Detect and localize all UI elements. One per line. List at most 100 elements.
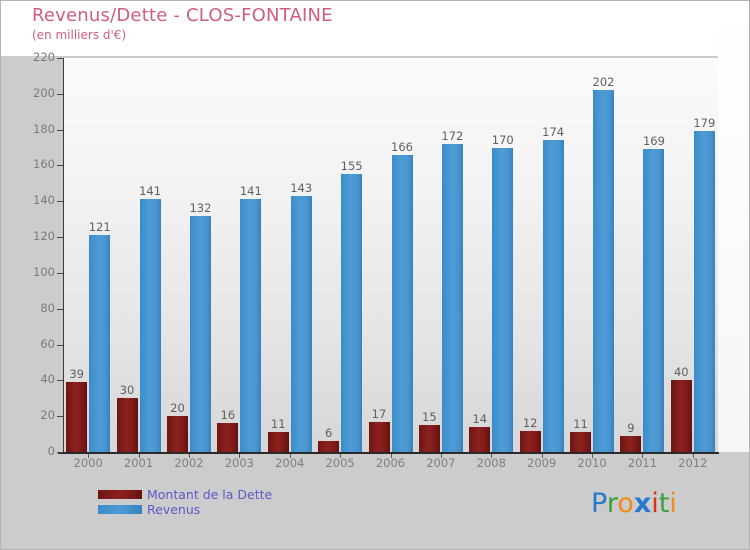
y-axis-tick — [57, 93, 63, 95]
y-axis-label: 140 — [33, 193, 55, 208]
y-axis-label: 200 — [33, 85, 55, 100]
x-axis-label-2011: 2011 — [627, 456, 658, 470]
bar-value-label: 155 — [340, 159, 363, 174]
x-axis-label-2012: 2012 — [678, 456, 708, 470]
bar-revenus-2006[interactable] — [391, 154, 413, 452]
y-axis-label: 0 — [47, 444, 55, 458]
y-axis-tick — [57, 344, 63, 346]
x-axis-tick — [189, 454, 190, 458]
bar-dette-2005[interactable] — [318, 441, 340, 452]
legend-swatch-revenus-icon — [98, 505, 142, 514]
bar-revenus-2007[interactable] — [441, 143, 463, 452]
x-axis-tick — [592, 454, 593, 458]
bar-value-label: 30 — [119, 383, 135, 398]
bar-revenus-2000[interactable] — [89, 235, 111, 452]
y-axis-tick — [57, 308, 63, 310]
bar-value-label: 16 — [220, 408, 236, 423]
bar-revenus-2012[interactable] — [693, 131, 715, 452]
chart-legend: Montant de la Dette Revenus — [98, 487, 272, 517]
x-axis-label-2005: 2005 — [325, 456, 355, 470]
y-axis-tick — [57, 237, 63, 239]
logo-letter-x: x — [633, 488, 652, 519]
x-axis-tick — [491, 454, 492, 458]
x-axis-tick — [290, 454, 291, 458]
y-axis-label: 40 — [40, 372, 55, 387]
bar-dette-2009[interactable] — [519, 430, 541, 452]
y-axis-tick — [57, 165, 63, 167]
y-axis-line — [63, 58, 64, 453]
x-axis-label-2004: 2004 — [275, 456, 305, 470]
bar-value-label: 9 — [627, 420, 635, 435]
x-axis-tick — [139, 454, 140, 458]
logo-letter-o: o — [617, 488, 634, 519]
proxiti-logo[interactable]: Proxiti — [591, 488, 677, 519]
bar-dette-2003[interactable] — [217, 423, 239, 452]
x-axis-tick — [340, 454, 341, 458]
logo-letter-i-first: i — [651, 488, 659, 519]
x-axis-label-2008: 2008 — [476, 456, 506, 470]
x-axis-label-2003: 2003 — [224, 456, 254, 470]
x-axis-label-2006: 2006 — [375, 456, 406, 470]
bar-revenus-2009[interactable] — [542, 140, 564, 452]
y-axis-tick — [57, 58, 63, 59]
y-axis-tick — [57, 452, 63, 453]
bar-value-label: 11 — [573, 417, 588, 432]
bar-dette-2008[interactable] — [469, 426, 491, 452]
y-axis-label: 120 — [33, 229, 55, 244]
bar-value-label: 179 — [693, 116, 716, 131]
logo-letter-i-second: i — [669, 488, 677, 519]
bar-dette-2007[interactable] — [418, 425, 440, 452]
bar-dette-2000[interactable] — [66, 382, 88, 452]
bar-dette-2011[interactable] — [620, 435, 642, 452]
bar-revenus-2003[interactable] — [240, 199, 262, 452]
bar-value-label: 172 — [441, 128, 464, 143]
bar-revenus-2002[interactable] — [189, 215, 211, 452]
bar-dette-2006[interactable] — [368, 421, 390, 452]
x-axis-label-2002: 2002 — [174, 456, 204, 470]
x-axis-tick — [542, 454, 543, 458]
x-axis-tick — [642, 454, 643, 458]
y-axis-tick — [57, 272, 63, 274]
legend-label-revenus: Revenus — [147, 502, 201, 517]
x-axis-label-2010: 2010 — [577, 456, 607, 470]
bar-dette-2001[interactable] — [116, 398, 138, 452]
logo-letter-r: r — [606, 488, 618, 519]
bar-revenus-2010[interactable] — [593, 90, 615, 452]
bar-revenus-2004[interactable] — [290, 195, 312, 452]
x-axis-tick — [88, 454, 89, 458]
legend-item-revenus[interactable]: Revenus — [98, 502, 272, 517]
bar-revenus-2011[interactable] — [643, 149, 665, 452]
x-axis-label-2009: 2009 — [527, 456, 557, 470]
bar-value-label: 174 — [542, 125, 565, 140]
bar-dette-2012[interactable] — [670, 380, 692, 452]
x-axis-tick — [239, 454, 240, 458]
y-axis-label: 160 — [33, 157, 55, 172]
page-title: Revenus/Dette - CLOS-FONTAINE — [32, 5, 333, 26]
plot-area — [63, 58, 718, 452]
logo-letter-p: P — [591, 488, 607, 519]
bar-value-label: 170 — [491, 132, 514, 147]
bar-value-label: 141 — [239, 184, 262, 199]
bar-dette-2010[interactable] — [570, 432, 592, 452]
x-axis-line — [58, 452, 719, 454]
bar-revenus-2008[interactable] — [492, 147, 514, 452]
y-axis-label: 100 — [33, 264, 55, 279]
bar-value-label: 14 — [472, 411, 488, 426]
bar-value-label: 202 — [592, 75, 615, 90]
bar-revenus-2005[interactable] — [341, 174, 363, 452]
x-axis-label-2000: 2000 — [73, 456, 103, 470]
bar-value-label: 40 — [673, 365, 689, 380]
bar-value-label: 20 — [170, 401, 185, 416]
legend-swatch-dette-icon — [98, 490, 142, 499]
bar-revenus-2001[interactable] — [139, 199, 161, 452]
y-axis-label: 60 — [40, 336, 55, 351]
bar-value-label: 141 — [139, 184, 162, 199]
legend-item-dette[interactable]: Montant de la Dette — [98, 487, 272, 502]
plot-right-margin — [718, 1, 749, 452]
legend-label-dette: Montant de la Dette — [147, 487, 273, 502]
y-axis-label: 20 — [40, 408, 55, 423]
bar-dette-2002[interactable] — [166, 416, 188, 452]
x-axis-tick — [693, 454, 694, 458]
bar-dette-2004[interactable] — [267, 432, 289, 452]
